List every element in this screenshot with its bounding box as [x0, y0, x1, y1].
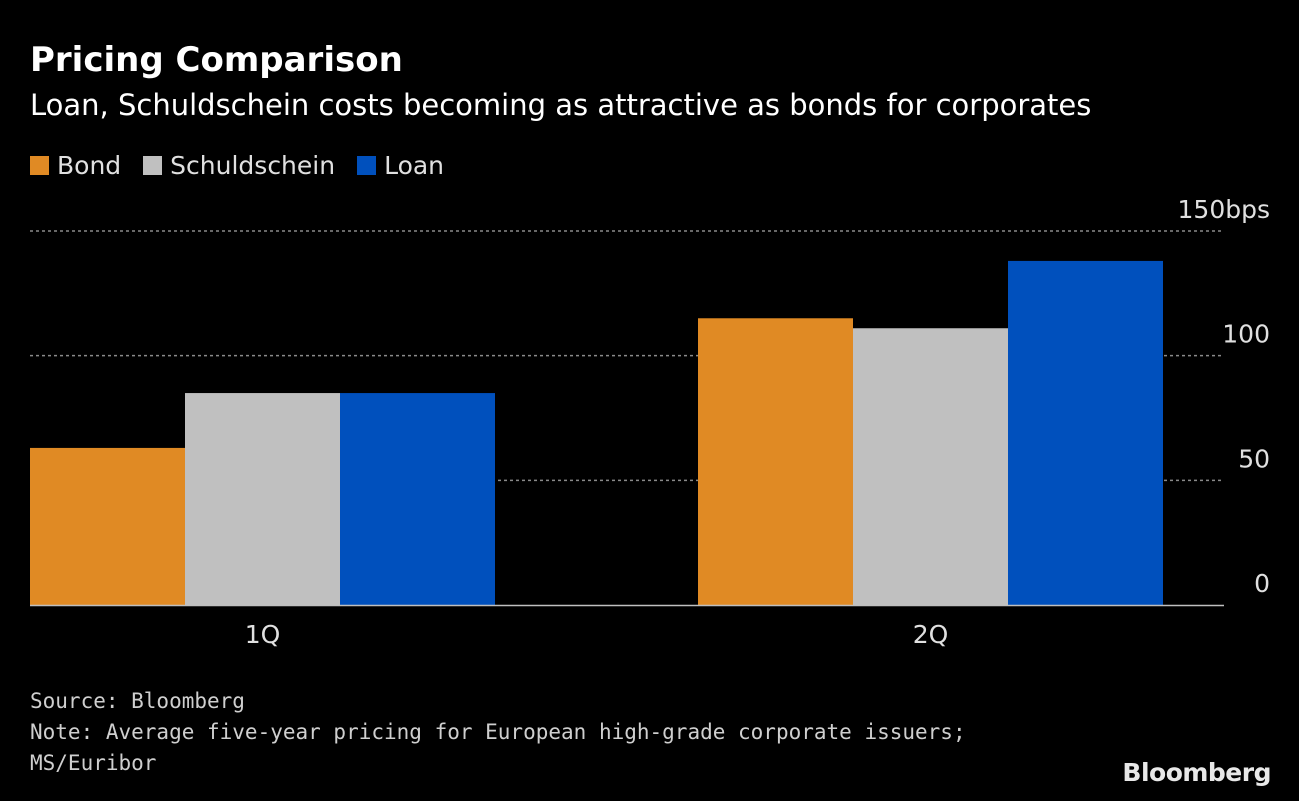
chart-footer: Source: Bloomberg Note: Average five-yea… — [30, 686, 966, 779]
x-tick-label-1q: 1Q — [245, 620, 281, 649]
legend-label-schuldschein: Schuldschein — [170, 151, 336, 180]
note-line-2: MS/Euribor — [30, 751, 157, 775]
legend-swatch-schuldschein — [143, 156, 163, 175]
legend-swatch-loan — [357, 156, 377, 175]
legend-label-bond: Bond — [57, 151, 122, 180]
bar-bond-2q — [698, 318, 853, 605]
chart-title: Pricing Comparison — [30, 40, 403, 80]
chart-subtitle: Loan, Schuldschein costs becoming as att… — [30, 88, 1092, 122]
legend: Bond Schuldschein Loan — [30, 151, 466, 180]
note-line-1: Note: Average five-year pricing for Euro… — [30, 720, 966, 744]
legend-item-bond: Bond — [30, 151, 121, 180]
y-tick-label-150: 150bps — [1178, 195, 1270, 224]
legend-label-loan: Loan — [384, 151, 445, 180]
y-tick-label-0: 0 — [1254, 569, 1270, 598]
legend-swatch-bond — [30, 156, 49, 175]
bloomberg-logo: Bloomberg — [1122, 758, 1271, 787]
legend-item-loan: Loan — [357, 151, 444, 180]
source-note: Source: Bloomberg — [30, 689, 245, 713]
bar-loan-1q — [340, 393, 495, 605]
bar-schuldschein-2q — [853, 328, 1008, 605]
y-tick-label-50: 50 — [1238, 444, 1270, 473]
y-tick-label-100: 100 — [1222, 320, 1270, 349]
bar-bond-1q — [30, 447, 185, 605]
bar-loan-2q — [1008, 260, 1163, 605]
legend-item-schuldschein: Schuldschein — [143, 151, 335, 180]
x-tick-label-2q: 2Q — [913, 620, 949, 649]
bar-schuldschein-1q — [185, 393, 340, 605]
